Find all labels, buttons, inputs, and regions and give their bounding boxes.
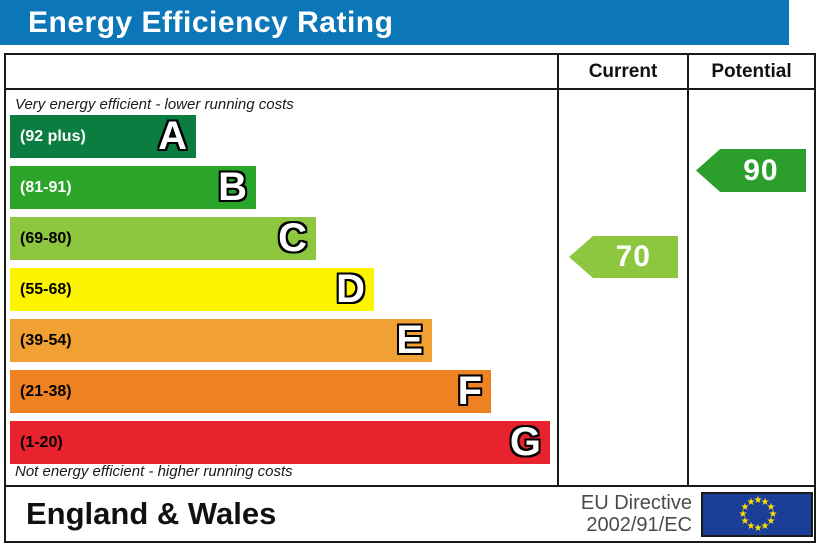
eu-flag-icon: ★ ★ ★ ★ ★ ★ ★ ★ ★ ★ ★ ★	[701, 491, 813, 537]
eu-star-icon: ★	[766, 515, 776, 527]
caption-not-efficient: Not energy efficient - higher running co…	[15, 463, 293, 480]
caption-efficient: Very energy efficient - lower running co…	[15, 96, 294, 113]
current-rating-arrow: 70	[569, 236, 678, 278]
current-rating-value: 70	[615, 240, 651, 273]
eu-star-icon: ★	[753, 522, 763, 534]
eu-star-icon: ★	[760, 496, 770, 508]
eu-star-icon: ★	[740, 515, 750, 527]
band-a-range: (92 plus)	[20, 127, 86, 145]
region-label: England & Wales	[26, 496, 277, 531]
potential-rating-cell: 90	[687, 88, 814, 485]
band-d-letter: D	[336, 267, 365, 311]
header-blank-cell	[6, 55, 557, 88]
band-e: (39-54) E	[10, 319, 432, 362]
eu-star-icon: ★	[766, 501, 776, 513]
band-c-range: (69-80)	[20, 229, 72, 247]
eu-star-icon: ★	[760, 520, 770, 532]
rating-table: Current Potential Very energy efficient …	[4, 53, 816, 543]
current-rating-cell: 70	[557, 88, 687, 485]
band-c-letter: C	[278, 216, 307, 260]
band-b-letter: B	[218, 165, 247, 209]
band-f-letter: F	[457, 369, 482, 413]
band-d: (55-68) D	[10, 268, 374, 311]
band-f: (21-38) F	[10, 370, 491, 413]
potential-rating-arrow: 90	[696, 149, 806, 192]
band-g: (1-20) G	[10, 421, 550, 464]
eu-star-icon: ★	[740, 501, 750, 513]
band-c: (69-80) C	[10, 217, 316, 260]
title-bar: Energy Efficiency Rating	[0, 0, 789, 45]
eu-directive-line1: EU Directive	[580, 492, 692, 514]
band-e-letter: E	[396, 318, 423, 362]
eu-directive-line2: 2002/91/EC	[586, 514, 692, 536]
eu-directive-label: EU Directive 2002/91/EC	[581, 492, 692, 536]
band-d-range: (55-68)	[20, 280, 72, 298]
band-b-range: (81-91)	[20, 178, 72, 196]
eu-star-icon: ★	[753, 494, 763, 506]
band-b: (81-91) B	[10, 166, 256, 209]
band-g-letter: G	[509, 420, 541, 464]
header-potential: Potential	[687, 55, 814, 88]
footer-bar: England & Wales EU Directive 2002/91/EC …	[6, 485, 814, 541]
eu-star-icon: ★	[768, 508, 778, 520]
band-a-letter: A	[158, 114, 187, 158]
band-g-range: (1-20)	[20, 433, 63, 451]
eu-star-icon: ★	[738, 508, 748, 520]
band-chart-area: Very energy efficient - lower running co…	[6, 88, 557, 485]
band-f-range: (21-38)	[20, 382, 72, 400]
band-list: (92 plus) A (81-91) B (69-80) C (55-68) …	[10, 115, 550, 472]
band-e-range: (39-54)	[20, 331, 72, 349]
band-a: (92 plus) A	[10, 115, 196, 158]
page-title: Energy Efficiency Rating	[28, 5, 394, 39]
header-current: Current	[557, 55, 687, 88]
eu-star-icon: ★	[746, 496, 756, 508]
eu-star-icon: ★	[746, 520, 756, 532]
potential-rating-value: 90	[743, 153, 779, 187]
